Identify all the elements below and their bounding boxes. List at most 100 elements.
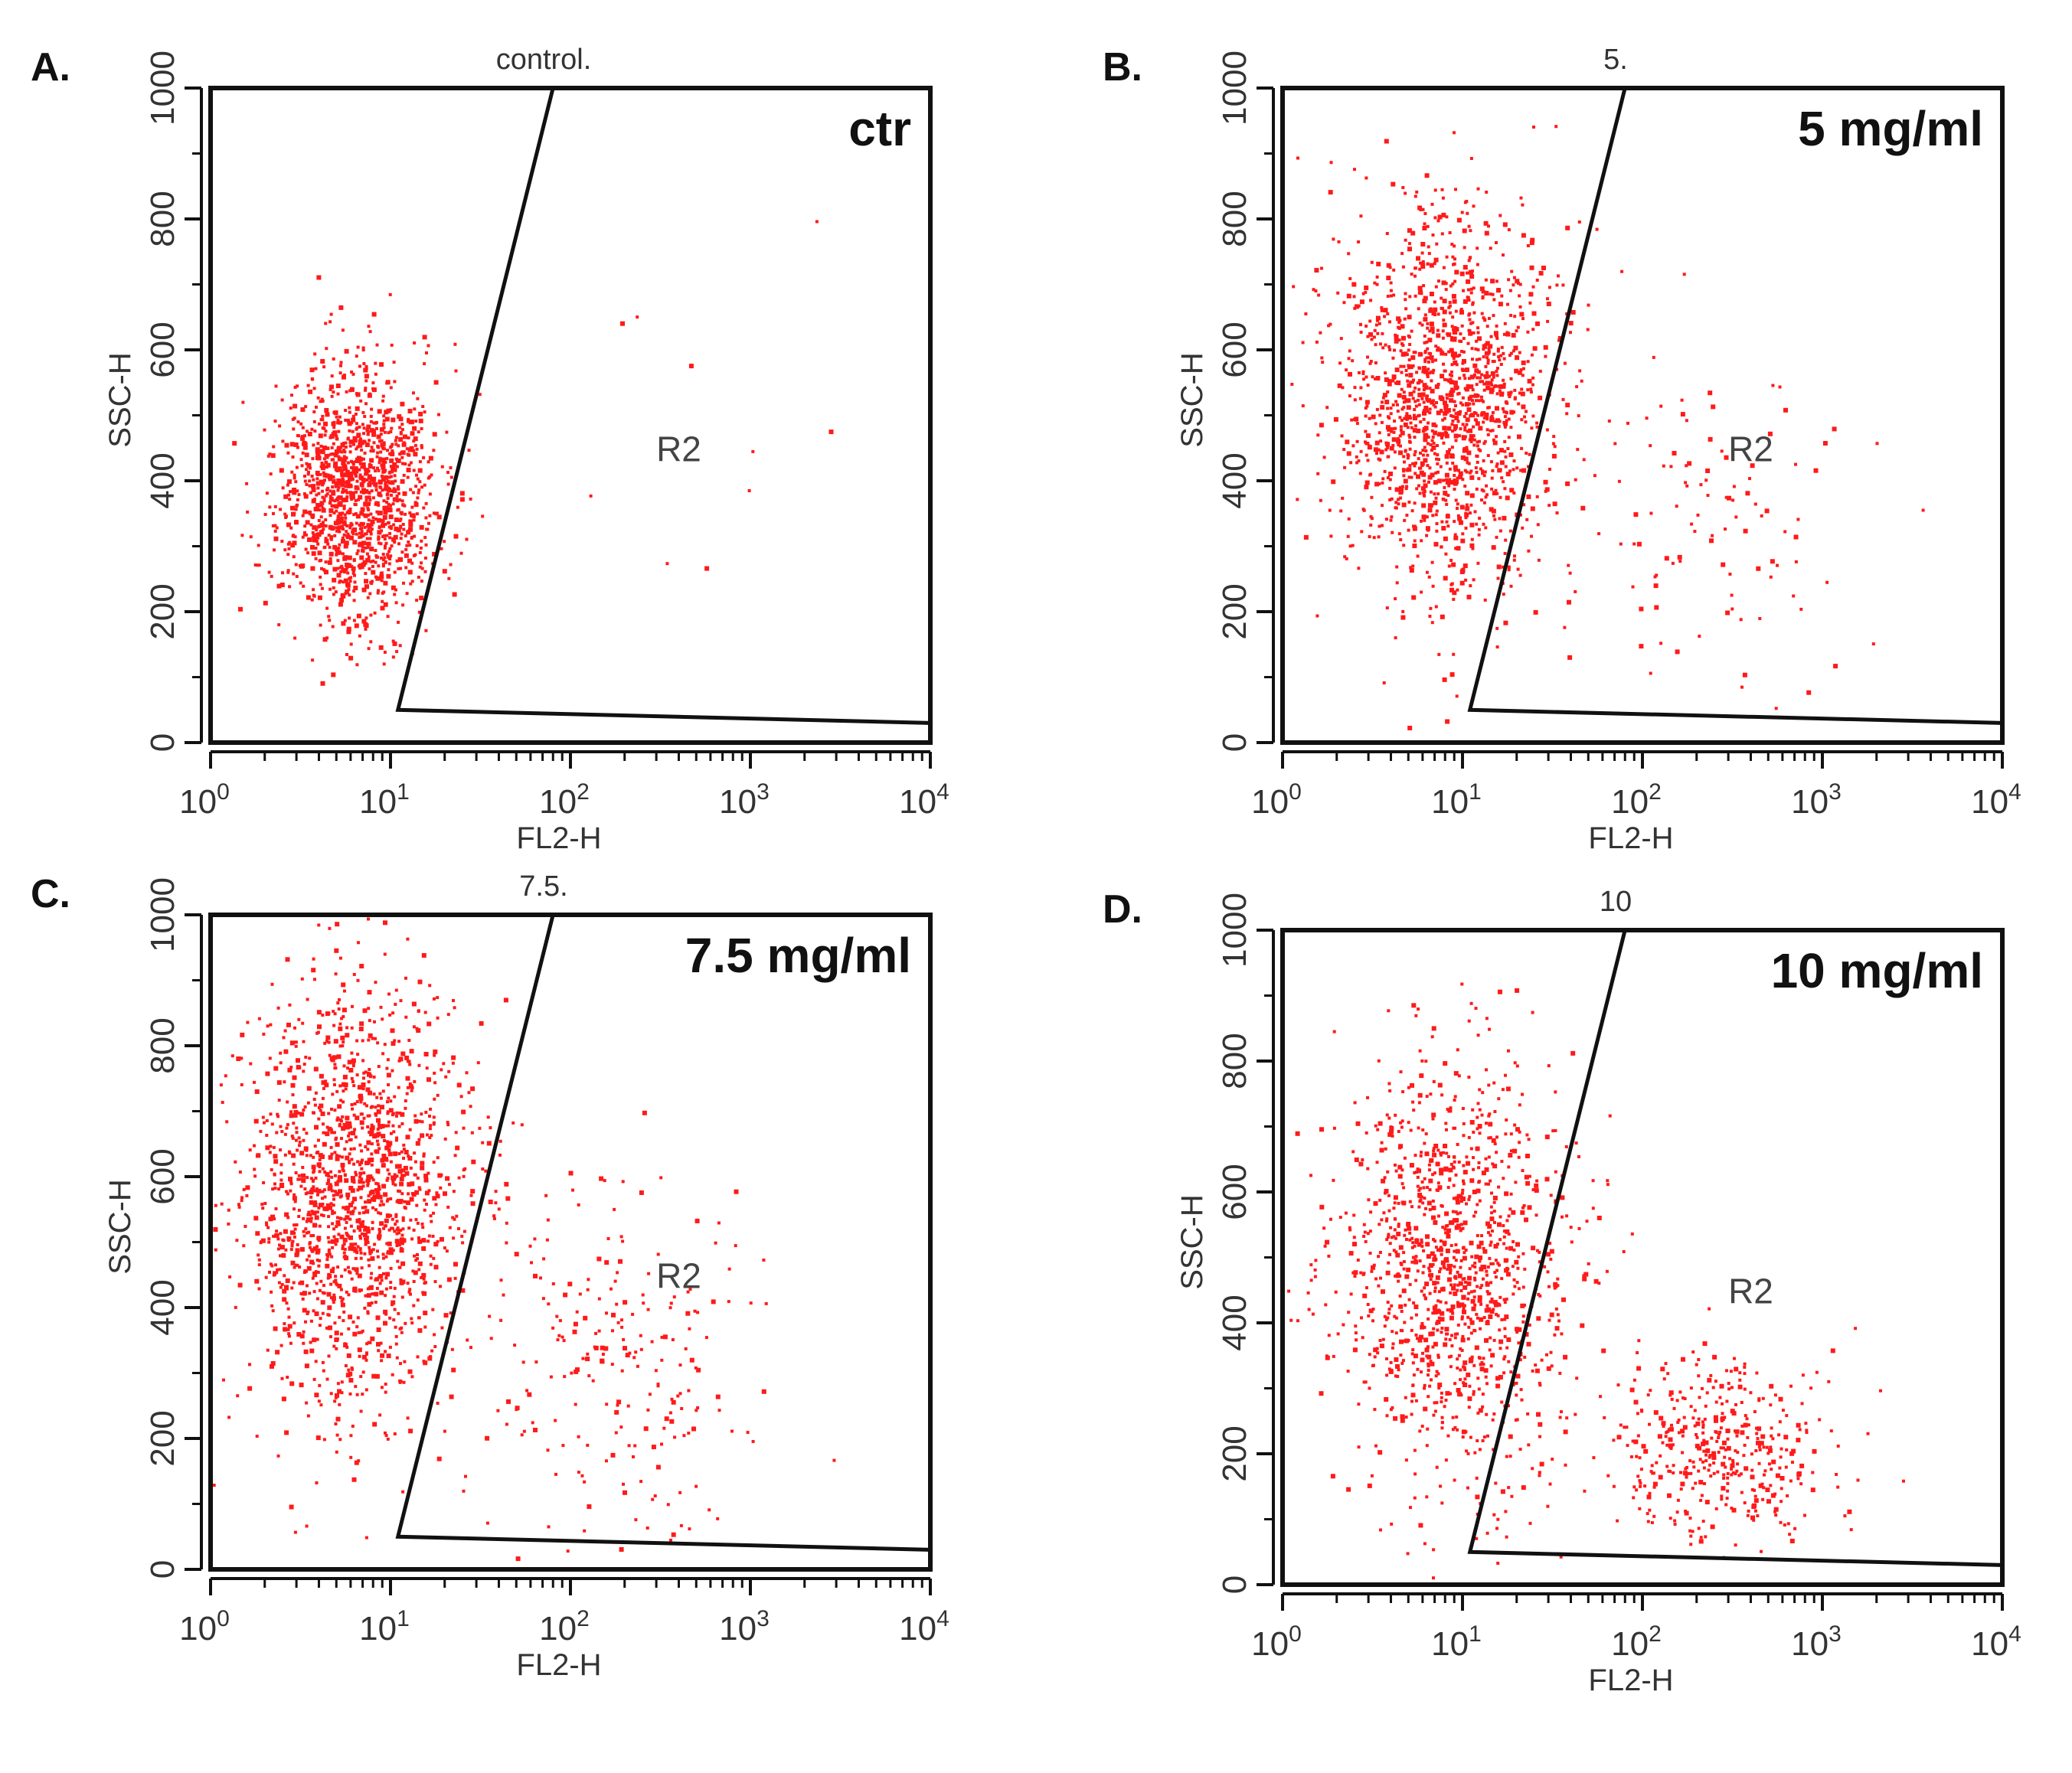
event-dot — [351, 1061, 355, 1065]
event-dot — [287, 1324, 292, 1329]
event-dot — [408, 527, 413, 532]
event-dot — [1388, 472, 1393, 476]
event-dot — [1444, 352, 1448, 356]
event-dot — [1495, 462, 1499, 466]
event-dot — [339, 566, 343, 570]
event-dot — [376, 1118, 381, 1123]
event-dot — [1362, 377, 1366, 381]
y-tick-label: 1000 — [1216, 51, 1253, 126]
event-dot — [354, 1171, 358, 1174]
event-dot — [282, 1288, 287, 1294]
event-dot — [288, 1177, 292, 1182]
event-dot — [403, 1165, 408, 1171]
event-dot — [345, 653, 348, 656]
event-dot — [1521, 203, 1525, 207]
event-dot — [305, 533, 308, 537]
event-dot — [391, 1249, 395, 1252]
event-dot — [296, 1177, 300, 1181]
event-dot — [1490, 476, 1494, 480]
event-dot — [1464, 511, 1468, 515]
event-dot — [237, 1282, 243, 1288]
event-dot — [321, 1096, 325, 1100]
event-dot — [1489, 416, 1495, 422]
event-dot — [1471, 321, 1475, 325]
event-dot — [1485, 371, 1489, 374]
event-dot — [325, 461, 328, 465]
event-dot — [344, 348, 349, 354]
event-dot — [591, 1379, 595, 1383]
event-dot — [1709, 538, 1714, 544]
event-dot — [489, 1126, 492, 1130]
event-dot — [368, 567, 371, 571]
event-dot — [749, 1301, 753, 1305]
event-dot — [318, 449, 323, 454]
event-dot — [1378, 322, 1381, 325]
event-dot — [1352, 295, 1356, 299]
event-dot — [366, 1148, 370, 1151]
event-dot — [577, 1435, 580, 1438]
event-dot — [381, 1134, 386, 1139]
event-dot — [344, 516, 348, 520]
event-dot — [1455, 363, 1459, 367]
event-dot — [381, 563, 385, 567]
event-dot — [384, 1145, 390, 1151]
event-dot — [1442, 677, 1447, 682]
event-dot — [402, 1157, 405, 1160]
event-dot — [292, 1231, 296, 1235]
event-dot — [1445, 432, 1449, 435]
event-dot — [1426, 326, 1430, 330]
event-dot — [298, 1140, 302, 1144]
event-dot — [341, 1126, 346, 1131]
event-dot — [286, 1307, 290, 1311]
event-dot — [1444, 288, 1448, 292]
event-dot — [292, 1075, 297, 1080]
event-dot — [227, 1415, 231, 1419]
event-dot — [303, 1349, 309, 1354]
event-dot — [465, 1071, 469, 1075]
event-dot — [391, 1300, 396, 1305]
event-dot — [435, 511, 439, 515]
event-dot — [1384, 400, 1390, 405]
event-dot — [1450, 374, 1453, 377]
event-dot — [1336, 291, 1340, 295]
event-dot — [410, 1086, 414, 1089]
event-dot — [1509, 488, 1515, 493]
event-dot — [282, 1036, 286, 1040]
event-dot — [1493, 518, 1497, 521]
event-dot — [1369, 360, 1373, 363]
event-dot — [1508, 469, 1512, 473]
event-dot — [1461, 403, 1465, 407]
event-dot — [1296, 156, 1299, 160]
event-dot — [1296, 498, 1299, 501]
event-dot — [1515, 329, 1518, 333]
event-dot — [1498, 302, 1503, 307]
event-dot — [1496, 348, 1500, 351]
event-dot — [353, 502, 357, 506]
event-dot — [377, 480, 383, 485]
event-dot — [1639, 606, 1644, 612]
event-dot — [1461, 435, 1465, 439]
event-dot — [409, 1197, 414, 1202]
event-dot — [1502, 382, 1506, 386]
event-dot — [331, 1246, 335, 1249]
event-dot — [384, 410, 389, 415]
event-dot — [1492, 352, 1496, 356]
event-dot — [323, 1041, 327, 1045]
event-dot — [400, 428, 404, 432]
event-dot — [434, 1203, 438, 1206]
event-dot — [1397, 338, 1401, 342]
event-dot — [1452, 590, 1457, 596]
event-dot — [1519, 469, 1523, 472]
event-dot — [277, 1187, 281, 1191]
event-dot — [377, 1185, 381, 1188]
event-dot — [631, 1312, 635, 1316]
event-dot — [423, 536, 427, 540]
event-dot — [269, 1262, 273, 1266]
event-dot — [1384, 343, 1387, 347]
event-dot — [1454, 351, 1457, 355]
event-dot — [351, 429, 355, 433]
event-dot — [432, 511, 436, 515]
event-dot — [363, 1306, 367, 1310]
event-dot — [315, 1031, 319, 1035]
event-dot — [1525, 410, 1528, 413]
